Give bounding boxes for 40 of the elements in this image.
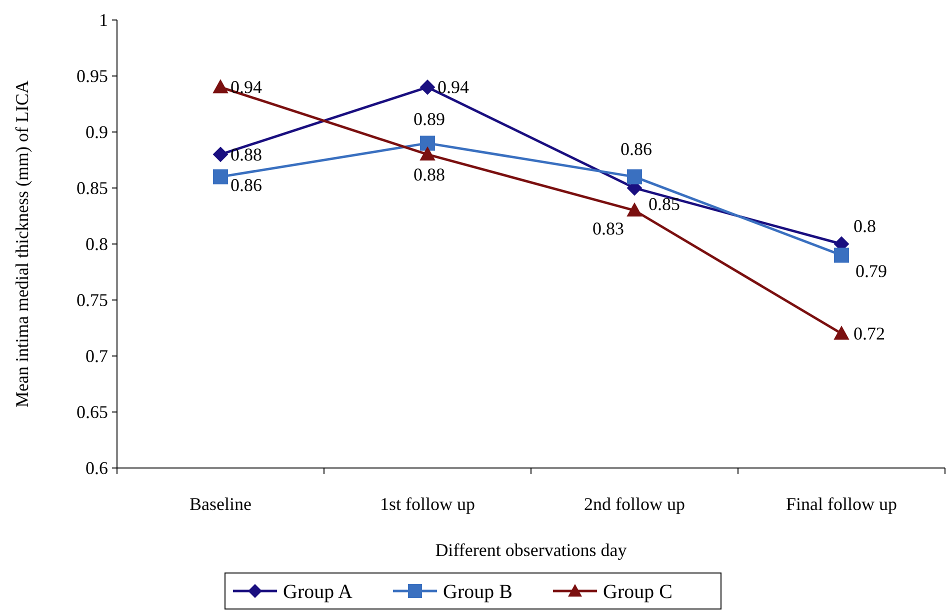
y-axis-title: Mean intima medial thickness (mm) of LICA (12, 80, 32, 408)
y-tick-label: 0.9 (86, 122, 108, 142)
x-tick-label: 1st follow up (380, 494, 476, 514)
legend-label: Group C (603, 581, 672, 603)
data-label: 0.8 (854, 216, 876, 236)
y-tick-label: 0.75 (76, 290, 108, 310)
data-label: 0.94 (230, 77, 262, 98)
point (627, 169, 642, 184)
point (420, 80, 435, 95)
data-label: 0.94 (438, 77, 469, 98)
point (834, 326, 849, 340)
data-label: 0.88 (414, 164, 445, 184)
y-tick-label: 1 (99, 10, 108, 30)
y-tick-label: 0.85 (76, 178, 108, 198)
data-label: 0.89 (414, 109, 445, 130)
point (834, 248, 849, 263)
y-tick-label: 0.65 (76, 402, 108, 422)
y-tick-label: 0.95 (76, 66, 108, 86)
y-tick-label: 0.6 (86, 458, 108, 478)
x-tick-label: 2nd follow up (584, 494, 685, 514)
data-label: 0.86 (230, 174, 262, 195)
data-label: 0.79 (856, 261, 887, 282)
point (420, 136, 435, 151)
data-label: 0.88 (230, 144, 262, 164)
data-label: 0.85 (648, 194, 680, 214)
x-tick-label: Baseline (190, 494, 252, 514)
legend-label: Group A (283, 581, 353, 603)
data-label: 0.72 (854, 324, 885, 344)
x-tick-label: Final follow up (786, 494, 897, 514)
data-label: 0.86 (620, 138, 652, 159)
point (213, 80, 228, 94)
y-tick-label: 0.8 (86, 234, 108, 254)
point (627, 202, 642, 216)
point (213, 146, 228, 162)
data-label: 0.83 (592, 218, 624, 238)
y-tick-label: 0.7 (86, 346, 108, 366)
x-axis-title: Different observations day (435, 540, 627, 560)
point (420, 146, 435, 160)
point (213, 169, 228, 184)
legend-label: Group B (443, 581, 512, 603)
